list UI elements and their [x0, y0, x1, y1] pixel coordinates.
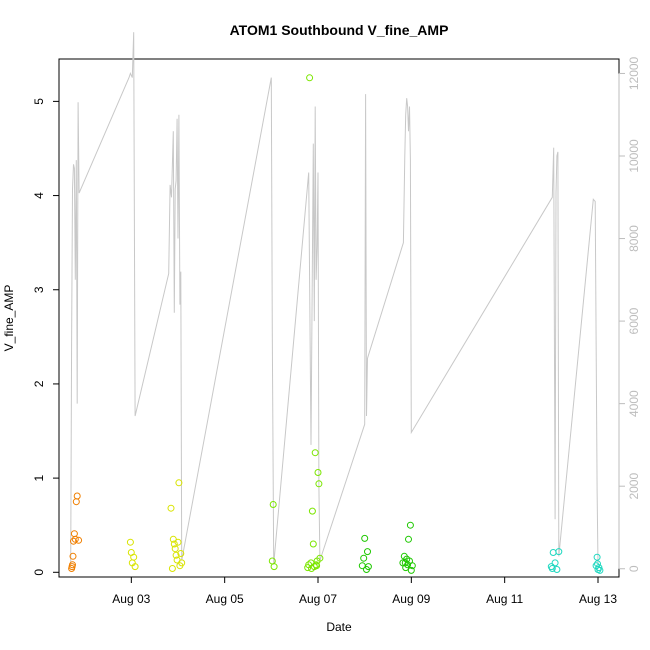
x-tick-label-2: Aug 07 — [299, 592, 337, 606]
data-point-s4-1 — [549, 549, 557, 556]
data-point-s0-3 — [69, 552, 77, 560]
y2-tick-label-5: 10000 — [627, 139, 641, 173]
data-point-s4-4 — [555, 548, 563, 556]
chart-title: ATOM1 Southbound V_fine_AMP — [230, 22, 449, 38]
y2-tick-label-4: 8000 — [627, 225, 641, 252]
data-point-s2-17 — [313, 562, 321, 570]
x-tick-label-3: Aug 09 — [392, 592, 430, 606]
y2-tick-label-0: 0 — [627, 565, 641, 572]
x-tick-label-4: Aug 11 — [486, 592, 523, 606]
x-tick-label-5: Aug 13 — [579, 592, 617, 606]
data-point-s0-9 — [75, 536, 83, 544]
data-point-s0-6 — [71, 535, 79, 543]
y2-tick-label-2: 4000 — [627, 390, 641, 417]
data-point-s4-7 — [593, 553, 601, 561]
data-point-s1-0 — [126, 538, 134, 546]
data-point-s2-3 — [306, 74, 314, 82]
y-tick-label-2: 2 — [32, 380, 46, 387]
data-point-s4-11 — [594, 560, 601, 568]
secondary-series-line — [70, 32, 599, 565]
y2-tick-label-6: 12000 — [627, 56, 641, 90]
data-point-s2-12 — [314, 469, 322, 476]
y-tick-label-0: 0 — [32, 569, 46, 576]
points-layer — [68, 74, 604, 574]
data-point-s0-7 — [72, 498, 80, 506]
data-point-s3-2 — [361, 534, 369, 542]
data-point-s1-15 — [177, 550, 185, 557]
data-point-s4-2 — [551, 559, 559, 567]
data-point-s0-2 — [69, 561, 76, 569]
data-point-s1-4 — [131, 563, 139, 571]
y2-tick-label-3: 6000 — [627, 307, 641, 334]
y-tick-label-3: 3 — [32, 286, 46, 293]
data-point-s0-5 — [70, 530, 78, 538]
data-point-s3-13 — [406, 521, 414, 529]
data-point-s4-3 — [553, 566, 561, 573]
data-point-s4-10 — [596, 566, 604, 574]
data-point-s1-13 — [175, 479, 183, 487]
x-axis-title: Date — [326, 620, 352, 634]
secondary-line-layer — [70, 32, 599, 565]
data-point-s3-5 — [364, 563, 372, 571]
data-point-s3-16 — [401, 559, 409, 567]
data-point-s2-13 — [315, 480, 323, 488]
data-point-s2-14 — [316, 554, 324, 562]
data-point-s1-10 — [172, 551, 180, 559]
data-point-s2-7 — [309, 540, 317, 548]
y-axis-right: 0 2000 4000 6000 8000 10000 12000 — [618, 56, 641, 572]
x-tick-label-1: Aug 05 — [206, 592, 244, 606]
data-point-s3-14 — [407, 566, 415, 574]
data-point-s1-6 — [168, 565, 176, 572]
y-axis-left: 0 1 2 3 4 5 — [32, 98, 60, 576]
y-tick-label-1: 1 — [32, 474, 46, 481]
x-axis: Aug 03 Aug 05 Aug 07 Aug 09 Aug 11 Aug 13 — [112, 576, 617, 606]
data-point-s3-10 — [404, 561, 412, 569]
data-point-s2-9 — [311, 449, 319, 457]
plot-frame — [58, 58, 620, 578]
data-point-s1-12 — [174, 538, 182, 546]
y-tick-label-5: 5 — [32, 98, 46, 105]
data-point-s1-5 — [167, 504, 175, 512]
data-point-s3-15 — [408, 562, 416, 570]
data-point-s1-9 — [171, 545, 179, 553]
data-point-s1-3 — [130, 553, 138, 561]
y2-tick-label-1: 2000 — [627, 473, 641, 500]
data-point-s3-4 — [364, 548, 371, 556]
data-point-s1-16 — [178, 559, 186, 567]
data-point-s3-1 — [360, 554, 368, 562]
data-point-s0-4 — [70, 537, 77, 545]
x-tick-label-0: Aug 03 — [112, 592, 150, 606]
data-point-s4-5 — [548, 565, 556, 572]
data-point-s2-2 — [270, 563, 278, 571]
data-point-s3-11 — [405, 535, 412, 543]
y-tick-label-4: 4 — [32, 192, 46, 199]
data-point-s2-1 — [269, 501, 277, 508]
data-point-s0-8 — [73, 492, 81, 500]
data-point-s1-8 — [170, 540, 178, 548]
y-axis-title: V_fine_AMP — [2, 285, 16, 352]
data-point-s2-6 — [308, 507, 316, 515]
